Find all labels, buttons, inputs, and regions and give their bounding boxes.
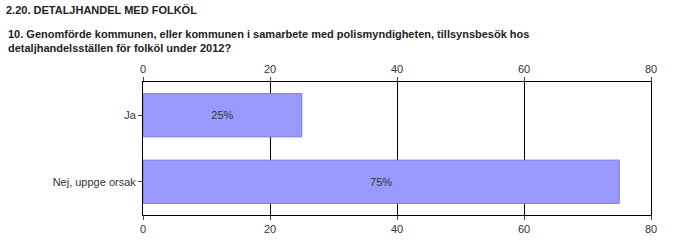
svg-text:40: 40 <box>391 223 403 235</box>
svg-text:2.20. DETALJHANDEL MED FOLKÖL: 2.20. DETALJHANDEL MED FOLKÖL <box>6 4 197 16</box>
svg-text:20: 20 <box>264 223 276 235</box>
svg-text:20: 20 <box>264 63 276 75</box>
svg-text:80: 80 <box>645 223 657 235</box>
svg-text:75%: 75% <box>370 176 392 188</box>
svg-text:0: 0 <box>140 223 146 235</box>
svg-text:Ja: Ja <box>124 109 137 121</box>
svg-text:60: 60 <box>518 63 530 75</box>
svg-text:80: 80 <box>645 63 657 75</box>
svg-text:25%: 25% <box>211 109 233 121</box>
svg-text:10. Genomförde kommunen, eller: 10. Genomförde kommunen, eller kommunen … <box>8 28 529 54</box>
svg-text:40: 40 <box>391 63 403 75</box>
svg-text:0: 0 <box>140 63 146 75</box>
svg-text:Nej, uppge orsak: Nej, uppge orsak <box>53 176 137 188</box>
svg-text:60: 60 <box>518 223 530 235</box>
